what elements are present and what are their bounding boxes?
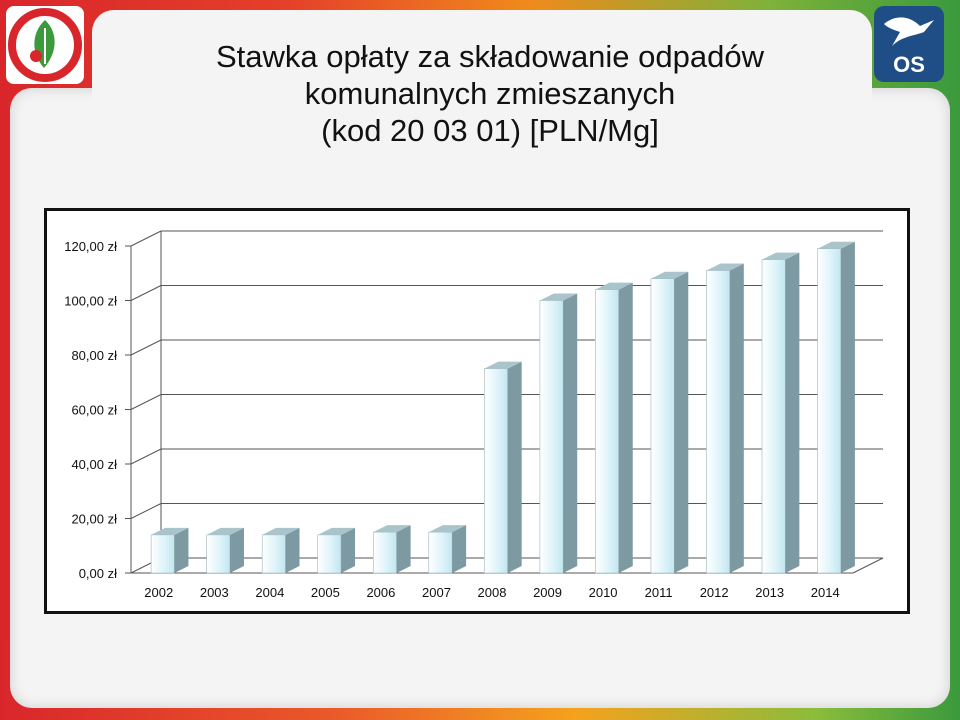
bar-side [618, 282, 633, 573]
x-tick-label: 2003 [200, 585, 229, 600]
bar [595, 289, 620, 574]
bar [761, 259, 786, 574]
y-tick-label: 120,00 zł [64, 239, 117, 254]
bar [706, 270, 731, 574]
bar-side [285, 527, 300, 573]
bar-top [206, 527, 244, 535]
title-line-1: Stawka opłaty za składowanie odpadów [215, 39, 764, 74]
bar-top [151, 527, 189, 535]
y-tick-label: 20,00 zł [71, 512, 117, 527]
gridline-depth [130, 230, 162, 247]
title-line-3: (kod 20 03 01) [PLN/Mg] [321, 113, 659, 148]
y-tick-label: 0,00 zł [79, 566, 117, 581]
bar-top [817, 241, 855, 249]
x-tick-label: 2011 [645, 585, 673, 600]
bar [817, 248, 842, 574]
x-tick-label: 2012 [700, 585, 729, 600]
bar-side [507, 361, 522, 573]
page-title: Stawka opłaty za składowanie odpadów kom… [160, 38, 820, 149]
x-tick-label: 2008 [478, 585, 507, 600]
bar-top [373, 525, 411, 533]
y-tick-label: 60,00 zł [71, 403, 117, 418]
bar-top [706, 263, 744, 271]
gridline-depth [130, 448, 162, 465]
bar-top [262, 527, 300, 535]
bar-top [484, 361, 522, 369]
bar-side [674, 271, 689, 573]
title-line-2: komunalnych zmieszanych [304, 76, 676, 111]
floor-edge [852, 557, 884, 574]
y-tick-label: 40,00 zł [71, 457, 117, 472]
x-tick-label: 2007 [422, 585, 451, 600]
gridline-depth [130, 503, 162, 519]
bar [539, 300, 564, 574]
bar-side [341, 527, 356, 573]
x-tick-label: 2013 [755, 585, 784, 600]
x-tick-label: 2004 [255, 585, 284, 600]
x-tick-label: 2014 [811, 585, 840, 600]
bar [484, 368, 508, 574]
bar-chart: 0,00 zł 20,00 zł 40,00 zł 60,00 zł 80,00 zł 1… [64, 230, 884, 600]
bar-top [539, 293, 578, 301]
x-tick-label: 2010 [589, 585, 618, 600]
bar-side [229, 527, 244, 573]
os-logo-text: OS [893, 52, 925, 77]
x-tick-label: 2006 [366, 585, 395, 600]
x-tick-label: 2005 [311, 585, 340, 600]
gridline-depth [130, 339, 162, 356]
gridline-depth [130, 394, 162, 410]
bar-side [729, 263, 744, 573]
x-tick-label: 2002 [144, 585, 173, 600]
bar-top [650, 271, 689, 279]
y-tick-label: 100,00 zł [64, 294, 117, 309]
bar-top [762, 252, 800, 260]
bar [650, 278, 675, 574]
bar-side [396, 525, 411, 573]
os-logo: OS [874, 6, 944, 82]
bar [372, 531, 397, 574]
bar-side [840, 241, 855, 573]
association-logo [6, 6, 84, 84]
x-tick-label: 2009 [533, 585, 562, 600]
bar-side [452, 525, 467, 573]
bar [150, 534, 175, 574]
bar [428, 531, 453, 574]
bar-side [174, 527, 189, 573]
bar-side [785, 252, 800, 573]
chart-container: 0,00 zł 20,00 zł 40,00 zł 60,00 zł 80,00 zł 1… [44, 208, 910, 614]
y-tick-label: 80,00 zł [71, 348, 117, 363]
content-panel-top [92, 10, 872, 160]
bar [317, 534, 342, 574]
gridline-depth [130, 285, 162, 301]
bar-side [563, 293, 578, 573]
bar-top [595, 282, 633, 290]
bar [261, 534, 286, 574]
bar-top [317, 527, 356, 535]
bar [206, 534, 231, 574]
bar-top [428, 525, 467, 533]
